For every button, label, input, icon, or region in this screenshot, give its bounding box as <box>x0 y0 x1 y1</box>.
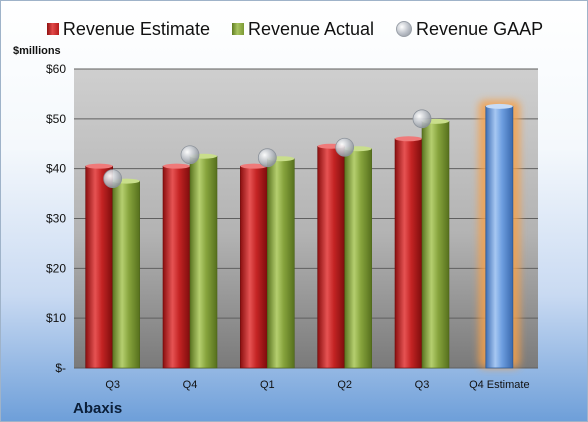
bar-cap <box>163 163 190 169</box>
bar-revenue-estimate <box>394 138 423 369</box>
chart-legend: Revenue Estimate Revenue Actual Revenue … <box>1 17 588 41</box>
bar-cap <box>485 103 513 109</box>
legend-item-revenue-estimate: Revenue Estimate <box>46 18 210 40</box>
legend-label: Revenue GAAP <box>416 18 544 39</box>
gray-circle-icon <box>396 21 413 37</box>
bar-revenue-estimate <box>485 105 514 369</box>
x-tick-label: Q3 <box>105 379 120 391</box>
bar-revenue-actual <box>189 155 218 369</box>
x-tick-label: Q2 <box>337 379 352 391</box>
y-tick-label: $40 <box>46 162 66 176</box>
legend-item-revenue-gaap: Revenue GAAP <box>396 19 543 40</box>
bar-cap <box>240 163 268 169</box>
y-axis-unit-label: $millions <box>13 45 61 57</box>
bar-revenue-estimate <box>162 165 191 369</box>
marker-revenue-gaap <box>412 109 432 129</box>
y-tick-label: $60 <box>46 62 66 76</box>
x-tick-label: Q1 <box>260 379 275 391</box>
bar-revenue-estimate <box>240 165 268 369</box>
y-tick-label: $- <box>55 361 66 375</box>
legend-item-revenue-actual: Revenue Actual <box>231 18 375 40</box>
y-tick-label: $10 <box>46 311 66 325</box>
bar-revenue-actual <box>344 148 372 369</box>
x-tick-label: Q4 <box>183 379 198 391</box>
bar-revenue-estimate <box>85 165 113 369</box>
company-name: Abaxis <box>73 400 123 417</box>
red-square-icon <box>46 23 59 35</box>
y-tick-label: $20 <box>46 261 66 275</box>
marker-revenue-gaap <box>103 169 123 189</box>
x-tick-label: Q4 Estimate <box>469 379 530 391</box>
legend-label: Revenue Estimate <box>62 18 210 39</box>
bar-revenue-estimate <box>317 145 345 369</box>
bar-cap <box>395 136 422 142</box>
bar-revenue-actual <box>112 180 140 369</box>
bar-revenue-actual <box>421 121 450 369</box>
y-tick-label: $50 <box>46 112 66 126</box>
legend-label: Revenue Actual <box>247 18 375 39</box>
green-square-icon <box>231 23 244 35</box>
marker-revenue-gaap <box>257 148 277 168</box>
y-tick-label: $30 <box>46 212 66 226</box>
marker-revenue-gaap <box>335 137 355 157</box>
x-tick-label: Q3 <box>415 379 430 391</box>
bar-cap <box>85 163 113 169</box>
bar-revenue-actual <box>267 158 295 369</box>
marker-revenue-gaap <box>180 145 200 165</box>
